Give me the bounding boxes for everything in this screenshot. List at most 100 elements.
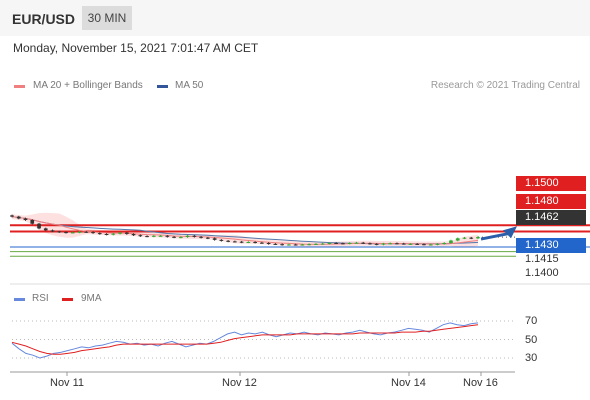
ma9-legend-label: 9MA [81, 293, 102, 304]
candle-body [361, 242, 365, 244]
candle-body [10, 215, 14, 217]
level-label-1400: 1.1400 [525, 267, 559, 279]
candle-body [77, 231, 82, 233]
projection-arrow-head [503, 226, 517, 239]
candle-body [172, 236, 176, 238]
candle-body [388, 243, 392, 245]
candle-body [192, 235, 197, 237]
candle-body [287, 244, 291, 246]
last-price-box: 1.1462 [516, 210, 586, 225]
candle-body [91, 232, 95, 234]
header-bar: EUR/USD 30 MIN [0, 0, 590, 36]
candle-body [246, 242, 251, 243]
rsi-legend-label: RSI [32, 293, 49, 304]
candle-body [165, 235, 170, 237]
candle-body [145, 236, 149, 238]
candle-body [64, 232, 68, 234]
copyright: Research © 2021 Trading Central [430, 80, 580, 91]
candle-body [307, 244, 311, 246]
ma50-legend-swatch [157, 85, 168, 88]
level-box-1480: 1.1480 [516, 194, 586, 209]
candle-body [84, 231, 89, 233]
candle-body [462, 237, 467, 239]
x-tick-nov14: Nov 14 [391, 377, 426, 389]
candle-body [422, 244, 426, 246]
ma20-line [11, 216, 479, 245]
candle-body [449, 240, 453, 243]
candle-body [273, 243, 278, 245]
candle-body [280, 244, 284, 246]
rsi-tick-30: 30 [525, 352, 538, 364]
x-tick-nov16: Nov 16 [463, 377, 498, 389]
candle-body [104, 234, 109, 235]
candle-body [37, 223, 41, 229]
candle-body [233, 241, 237, 243]
candle-body [185, 235, 190, 237]
candle-body [16, 216, 21, 219]
ma20-legend-swatch [14, 85, 25, 88]
level-box-1430: 1.1430 [516, 238, 586, 253]
candle-body [111, 233, 116, 235]
candle-body [212, 238, 217, 240]
candle-body [152, 235, 156, 237]
candle-body [408, 243, 413, 245]
candle-body [266, 243, 271, 244]
candle-body [469, 237, 474, 239]
rsi-line [11, 322, 479, 359]
candle-body [260, 242, 264, 244]
ma9-line [11, 324, 479, 355]
candle-body [206, 237, 210, 239]
candle-body [455, 238, 460, 241]
ma20-legend-label: MA 20 + Bollinger Bands [33, 80, 143, 91]
instrument-label: EUR/USD [12, 11, 76, 27]
candle-body [327, 243, 332, 244]
candle-body [314, 243, 318, 245]
candle-body [43, 228, 48, 231]
bollinger-band [12, 212, 478, 248]
candle-body [23, 218, 28, 220]
x-tick-nov11: Nov 11 [50, 377, 85, 389]
candle-body [374, 243, 379, 245]
candle-body [131, 234, 136, 236]
candle-body [395, 243, 399, 245]
candle-body [368, 243, 372, 245]
level-box-1500: 1.1500 [516, 176, 586, 191]
candle-body [226, 240, 230, 242]
candle-body [57, 231, 62, 233]
candle-body [442, 243, 447, 244]
candle-body [435, 243, 440, 245]
candle-body [415, 243, 420, 245]
candle-body [300, 244, 305, 246]
candle-body [219, 239, 224, 241]
rsi-tick-70: 70 [525, 315, 538, 327]
candle-body [253, 242, 257, 243]
candle-body [381, 243, 386, 245]
candle-body [97, 233, 102, 235]
x-tick-nov12: Nov 12 [222, 377, 257, 389]
candle-body [341, 243, 345, 245]
projection-arrow-shaft [480, 231, 511, 241]
candle-body [30, 220, 35, 224]
level-label-1415: 1.1415 [525, 253, 559, 265]
candle-body [354, 242, 359, 244]
candle-body [347, 243, 352, 244]
candle-body [179, 237, 183, 239]
rsi-legend-swatch [14, 298, 25, 301]
candle-body [70, 232, 75, 234]
candle-body [401, 243, 406, 245]
ma50-legend-label: MA 50 [175, 80, 204, 91]
ma9-legend-swatch [62, 298, 73, 301]
candle-body [334, 243, 338, 244]
candle-body [158, 235, 163, 237]
timeframe-button[interactable]: 30 MIN [82, 6, 132, 30]
candle-body [293, 244, 298, 246]
rsi-tick-50: 50 [525, 334, 538, 346]
candle-body [50, 230, 55, 232]
candle-body [428, 244, 433, 246]
candle-body [199, 236, 203, 238]
candle-body [138, 235, 143, 237]
candle-body [476, 237, 480, 239]
candle-body [320, 243, 325, 245]
candle-body [118, 232, 122, 234]
